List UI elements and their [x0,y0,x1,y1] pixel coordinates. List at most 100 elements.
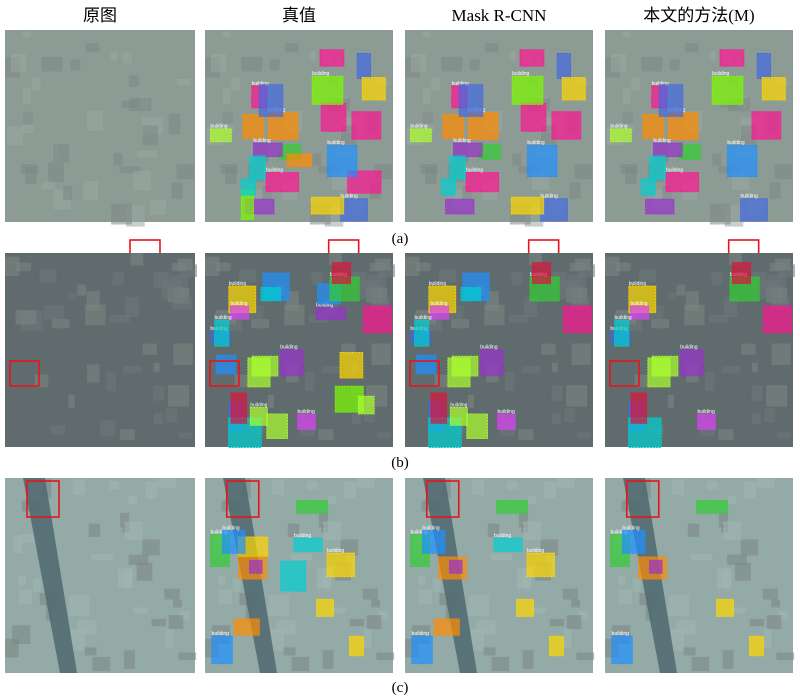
building-mask [453,142,483,158]
ground-texture [349,618,365,627]
ground-texture [84,647,97,656]
ground-texture [312,153,322,166]
instance-label: building [250,402,267,408]
ground-texture [511,271,523,285]
ground-texture [685,291,699,311]
ground-texture [634,374,648,388]
building-mask [526,552,555,578]
ground-texture [232,578,241,592]
ground-texture [727,495,737,504]
ground-texture [512,153,522,166]
building-mask [510,196,545,215]
building-mask [551,111,582,140]
ground-texture [22,31,31,38]
image-panel [5,478,197,673]
ground-texture [124,521,143,541]
ground-texture [271,479,285,496]
ground-texture [552,413,562,425]
ground-texture [469,59,480,71]
ground-texture [375,258,391,271]
instance-label: building [680,344,697,350]
building-mask [556,52,572,79]
building-mask [549,635,564,657]
ground-texture [562,588,578,600]
instance-label: building [222,525,239,531]
building-mask [351,111,382,140]
ground-texture [518,512,529,528]
ground-texture [566,385,588,407]
building-mask [653,142,683,158]
building-mask [449,155,466,180]
building-mask [493,537,523,552]
instance-label: building [214,315,231,321]
row-caption: (b) [391,455,409,471]
instance-label: building [740,194,757,200]
instance-label: building [612,631,629,637]
ground-texture [220,164,238,174]
ground-texture [222,111,234,125]
building-mask [526,144,558,178]
column-header: 原图 [83,6,117,25]
building-mask [519,49,545,67]
ground-texture [6,126,23,146]
building-mask [230,392,248,424]
building-mask [279,348,304,377]
highlight-box [327,239,360,255]
ground-texture [712,153,722,166]
instance-label: building [414,315,431,321]
ground-texture [88,523,101,537]
ground-texture [344,481,356,499]
ground-texture [771,343,791,365]
ground-texture [42,181,55,190]
ground-texture [133,607,148,614]
building-mask [215,354,237,375]
ground-texture [620,164,638,174]
image-panel: building building building building building… [405,253,596,448]
instance-label: building [666,167,683,173]
ground-texture [340,539,359,556]
image-grid: building building building building building… [5,30,796,696]
building-mask [667,112,699,141]
building-mask [249,559,263,574]
instance-label: building [294,533,311,539]
ground-texture [352,413,362,425]
building-mask [349,635,364,657]
ground-texture [311,271,323,285]
building-mask [260,287,282,302]
image-panel: building building building building building… [605,30,793,255]
instance-label: building [653,138,670,144]
ground-texture [711,271,723,285]
instance-label: building [327,548,344,554]
ground-texture [366,615,382,630]
ground-texture [210,53,227,73]
building-mask [520,102,547,132]
ground-texture [167,385,190,407]
building-mask [540,198,568,222]
ground-texture [405,256,420,277]
building-mask [442,113,465,139]
ground-texture [153,413,163,425]
ground-texture [541,343,556,355]
ground-texture [721,366,741,373]
ground-texture [751,385,763,401]
ground-texture [133,170,152,191]
highlight-box [209,360,240,387]
instance-label: building [540,194,557,200]
ground-texture [775,258,791,271]
ground-texture [22,88,31,104]
ground-texture [18,589,32,605]
ground-texture [168,615,184,630]
building-mask [449,559,463,574]
ground-texture [774,164,792,180]
building-mask [497,413,516,430]
ground-texture [575,258,591,271]
ground-texture [92,656,111,672]
building-mask [356,52,372,79]
ground-texture [559,279,581,300]
building-mask [658,84,684,117]
ground-texture [165,408,178,423]
ground-texture [574,164,592,180]
building-mask [319,49,345,67]
ground-texture [549,618,565,627]
ground-texture [86,291,100,311]
